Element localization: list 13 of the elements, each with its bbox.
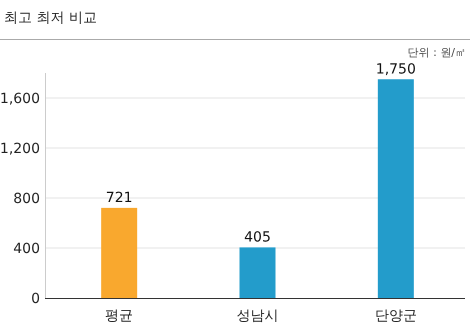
ytick: 1,600: [0, 91, 40, 107]
ytick: 0: [31, 291, 40, 307]
ytick: 400: [13, 241, 40, 257]
xtick: 단양군: [374, 308, 417, 324]
xtick: 성남시: [236, 308, 278, 324]
data-label: 721: [106, 190, 133, 206]
xtick: 평균: [105, 308, 134, 324]
annotation: 단위 : 원/㎡: [408, 46, 466, 59]
ytick: 800: [13, 191, 40, 207]
data-label: 1,750: [376, 61, 416, 78]
data-label: 405: [244, 229, 271, 246]
title: 최고 최저 비교: [4, 10, 97, 26]
ytick: 1,200: [0, 141, 40, 157]
